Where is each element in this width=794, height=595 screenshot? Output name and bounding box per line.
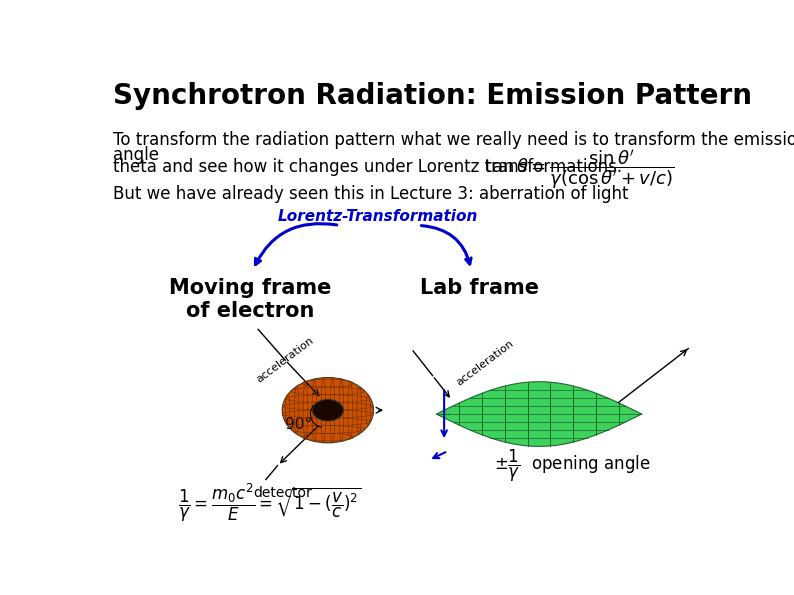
Text: But we have already seen this in Lecture 3: aberration of light: But we have already seen this in Lecture… xyxy=(114,184,629,202)
Ellipse shape xyxy=(312,399,343,421)
Text: acceleration: acceleration xyxy=(454,338,515,387)
Text: acceleration: acceleration xyxy=(254,336,315,385)
Text: $\dfrac{1}{\gamma} = \dfrac{m_0 c^2}{E} = \sqrt{1-(\dfrac{v}{c})^2}$: $\dfrac{1}{\gamma} = \dfrac{m_0 c^2}{E} … xyxy=(178,481,362,524)
Ellipse shape xyxy=(282,377,374,443)
Text: detector: detector xyxy=(253,486,312,500)
Text: 90°: 90° xyxy=(285,416,312,431)
Text: angle: angle xyxy=(114,146,160,164)
Polygon shape xyxy=(437,382,642,446)
Text: Lab frame: Lab frame xyxy=(419,278,538,298)
Text: $\pm\dfrac{1}{\gamma}$  opening angle: $\pm\dfrac{1}{\gamma}$ opening angle xyxy=(495,447,651,484)
Text: Lorentz-Transformation: Lorentz-Transformation xyxy=(278,209,479,224)
Text: To transform the radiation pattern what we really need is to transform the emiss: To transform the radiation pattern what … xyxy=(114,131,794,149)
Text: $\tan\theta = \dfrac{\sin\theta'}{\gamma(\cos\theta' + v/c)}$: $\tan\theta = \dfrac{\sin\theta'}{\gamma… xyxy=(484,149,675,191)
Text: theta and see how it changes under Lorentz transformations.: theta and see how it changes under Loren… xyxy=(114,158,622,176)
Text: Synchrotron Radiation: Emission Pattern: Synchrotron Radiation: Emission Pattern xyxy=(114,82,752,110)
Text: Moving frame
of electron: Moving frame of electron xyxy=(169,278,332,321)
